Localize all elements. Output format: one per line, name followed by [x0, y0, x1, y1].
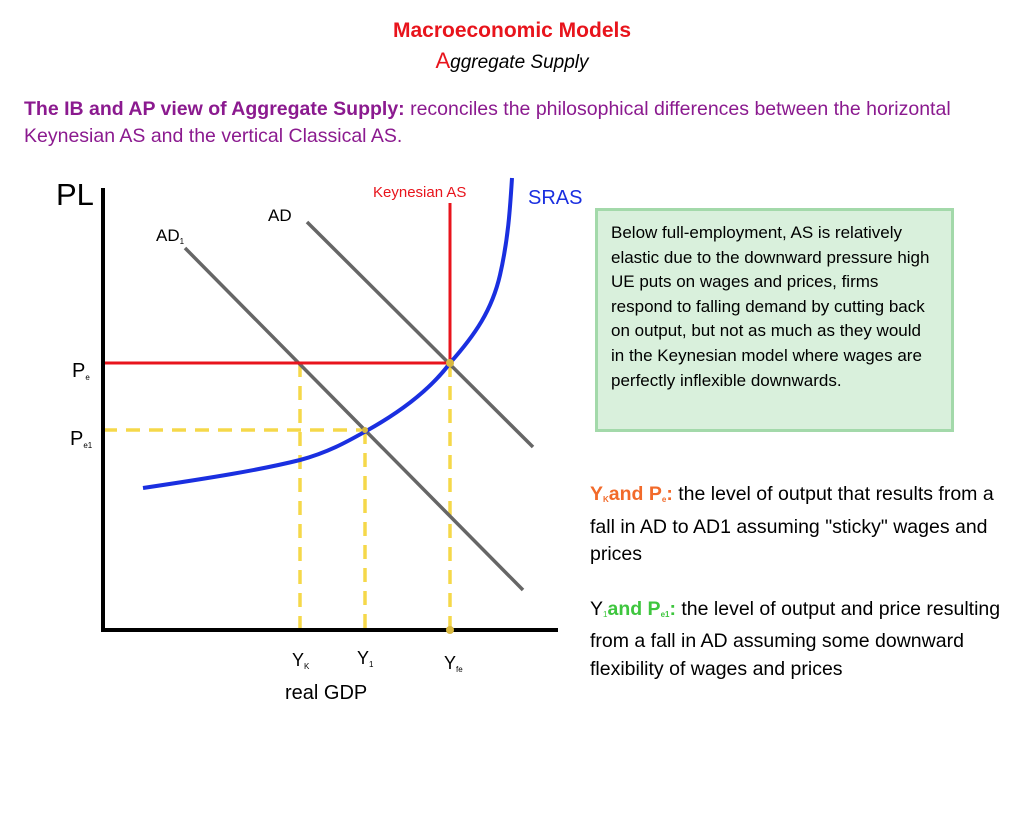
- x-axis-label: real GDP: [285, 682, 367, 704]
- title: Macroeconomic Models: [392, 19, 632, 42]
- label-main: Y: [292, 650, 304, 670]
- subtitle-initial: A: [435, 48, 451, 73]
- label-sub: fe: [456, 665, 463, 674]
- label-sub: K: [304, 662, 310, 671]
- label-sub: 1: [180, 237, 185, 246]
- note-sub: e: [661, 495, 667, 504]
- subtitle: Aggregate Supply: [0, 48, 1024, 74]
- ad1-line: [183, 246, 525, 592]
- label-main: P: [70, 428, 83, 450]
- label-main: Y: [444, 653, 456, 673]
- note: YKand Pe: the level of output that resul…: [590, 481, 1015, 569]
- intro: The IB and AP view of Aggregate Supply: …: [24, 96, 994, 150]
- label-main: P: [72, 360, 85, 382]
- y-axis-label: PL: [56, 177, 94, 212]
- notes: YKand Pe: the level of output that resul…: [590, 481, 1015, 683]
- y1-label: Y1: [357, 648, 374, 669]
- yfe-label: Yfe: [444, 653, 463, 674]
- note-text: the level of output that results from a …: [590, 483, 994, 565]
- point: [446, 626, 454, 634]
- label-main: AD: [156, 226, 180, 245]
- note: Y1and Pe1: the level of output and price…: [590, 596, 1015, 684]
- note-symbol: and P: [608, 483, 662, 505]
- sras-label: SRAS: [528, 187, 582, 209]
- label-sub: e1: [83, 441, 92, 450]
- label-main: Y: [357, 648, 369, 668]
- intro-text: reconciles the philosophical differences…: [24, 98, 951, 147]
- note-symbol: and P: [607, 597, 661, 620]
- ad1-label: AD1: [156, 226, 185, 246]
- subtitle-rest: ggregate Supply: [450, 52, 589, 73]
- note-sub: e1: [660, 609, 670, 619]
- label-sub: e: [85, 373, 90, 382]
- note-sub: 1: [603, 609, 608, 619]
- note-sub: K: [603, 495, 609, 504]
- pe1-label: Pe1: [70, 428, 93, 450]
- note-colon: :: [669, 597, 676, 620]
- point: [362, 427, 368, 433]
- keynesian-label: Keynesian AS: [373, 184, 466, 201]
- ad-label: AD: [268, 206, 292, 225]
- ad-line: [305, 220, 535, 449]
- note-symbol: Y: [590, 483, 604, 505]
- point: [446, 359, 454, 367]
- note-colon: :: [666, 483, 673, 505]
- note-box: Below full-employment, AS is relatively …: [595, 208, 954, 432]
- note-text: the level of output and price resulting …: [590, 597, 1001, 680]
- note-symbol: Y: [590, 597, 604, 620]
- pe-label: Pe: [72, 360, 90, 382]
- label-sub: 1: [369, 660, 374, 669]
- intro-lead: The IB and AP view of Aggregate Supply:: [24, 98, 405, 120]
- sras-curve: [142, 177, 514, 490]
- yk-label: YK: [292, 650, 310, 671]
